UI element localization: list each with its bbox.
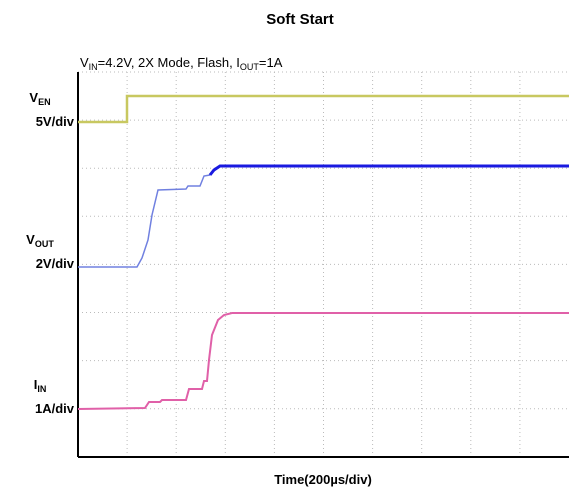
cond-sub: OUT	[240, 62, 260, 72]
vout-trace-rise	[78, 174, 211, 268]
iin-trace	[77, 312, 569, 410]
ch-sub: OUT	[35, 239, 55, 249]
cond-part: =4.2V, 2X Mode, Flash, I	[98, 55, 240, 70]
ch-label: VEN	[29, 90, 50, 107]
ch-sub: EN	[38, 97, 51, 107]
cond-part: =1A	[259, 55, 283, 70]
ch-label: IIN	[34, 377, 47, 394]
vout-trace	[208, 164, 569, 176]
ch-scale: 5V/div	[36, 114, 75, 129]
grid	[78, 71, 569, 457]
cond-sub: IN	[89, 62, 98, 72]
x-label: Time(200µs/div)	[274, 472, 372, 487]
cond-part: V	[80, 55, 89, 70]
ch-label: VOUT	[26, 232, 54, 249]
ch-symbol: V	[29, 90, 38, 105]
ch-scale: 2V/div	[36, 256, 75, 271]
ch-scale: 1A/div	[35, 401, 75, 416]
conditions: VIN=4.2V, 2X Mode, Flash, IOUT=1A	[80, 55, 283, 72]
title: Soft Start	[266, 11, 334, 28]
ven-trace	[78, 94, 569, 124]
ch-symbol: I	[34, 377, 38, 392]
ch-symbol: V	[26, 232, 35, 247]
ch-sub: IN	[37, 384, 46, 394]
